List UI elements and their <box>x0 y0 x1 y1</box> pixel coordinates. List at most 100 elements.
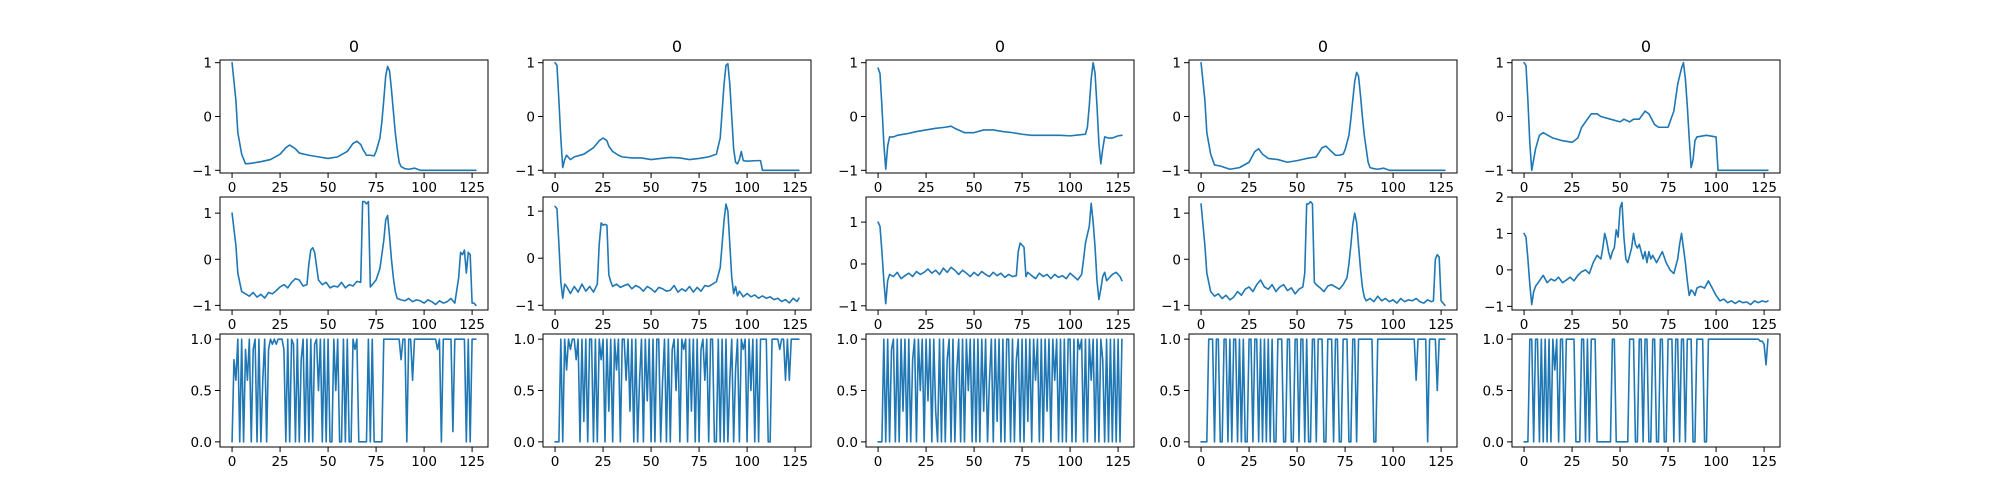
x-tick-label: 75 <box>690 317 707 333</box>
y-tick-label: 0 <box>1172 110 1181 126</box>
subplot-title: 0 <box>1318 37 1328 56</box>
y-tick-label: 1 <box>1495 56 1504 72</box>
y-tick-label: 0.5 <box>191 384 212 400</box>
x-tick-label: 50 <box>1611 454 1628 470</box>
x-tick-label: 125 <box>1428 454 1454 470</box>
x-tick-label: 125 <box>1751 180 1777 196</box>
x-tick-label: 75 <box>1013 317 1030 333</box>
series-line-0 <box>877 61 1123 171</box>
y-tick-label: 0 <box>1172 252 1181 268</box>
x-tick-label: 0 <box>1197 180 1206 196</box>
y-tick-label: 0 <box>203 110 212 126</box>
y-tick-label: 0.5 <box>1483 384 1504 400</box>
x-tick-label: 100 <box>1380 180 1406 196</box>
y-tick-label: 0.0 <box>837 435 858 451</box>
y-tick-label: 1.0 <box>514 332 535 348</box>
subplot-r3-c2: 0 25 50 75 100 125 0.0 0.5 1.0 <box>514 332 812 470</box>
y-tick-label: 0.5 <box>1160 384 1181 400</box>
x-tick-label: 50 <box>642 180 659 196</box>
subplot-r2-c3: 0 25 50 75 100 125 −1 0 1 <box>838 196 1135 333</box>
x-tick-label: 25 <box>594 180 611 196</box>
y-tick-label: −1 <box>1161 163 1181 179</box>
x-tick-label: 25 <box>1563 317 1580 333</box>
y-tick-label: −1 <box>515 298 535 314</box>
x-tick-label: 75 <box>1659 180 1676 196</box>
x-tick-label: 125 <box>782 180 808 196</box>
y-tick-label: 1 <box>526 56 535 72</box>
series-line-0 <box>231 61 477 172</box>
x-tick-label: 25 <box>1240 454 1257 470</box>
axes-frame <box>865 196 1135 311</box>
x-tick-label: 100 <box>411 180 437 196</box>
x-tick-label: 25 <box>1563 454 1580 470</box>
y-tick-label: 0 <box>526 110 535 126</box>
y-tick-label: −1 <box>1484 163 1504 179</box>
y-tick-label: 1 <box>849 215 858 231</box>
x-tick-label: 75 <box>1013 454 1030 470</box>
y-tick-label: 1 <box>1495 226 1504 242</box>
subplot-title: 0 <box>995 37 1005 56</box>
subplot-r1-c2: 0 0 25 50 75 100 125 −1 0 1 <box>515 37 812 196</box>
x-tick-label: 50 <box>319 180 336 196</box>
y-tick-label: 1 <box>849 56 858 72</box>
x-tick-label: 0 <box>1197 454 1206 470</box>
y-tick-label: 0.0 <box>514 435 535 451</box>
y-tick-label: 1.0 <box>1160 332 1181 348</box>
x-tick-label: 125 <box>1105 317 1131 333</box>
x-tick-label: 75 <box>367 180 384 196</box>
series-line-0 <box>1200 61 1446 172</box>
x-tick-label: 50 <box>965 180 982 196</box>
x-tick-label: 25 <box>271 454 288 470</box>
axes-frame <box>219 196 489 311</box>
x-tick-label: 75 <box>367 454 384 470</box>
x-tick-label: 25 <box>917 317 934 333</box>
y-tick-label: 1.0 <box>191 332 212 348</box>
subplot-r3-c5: 0 25 50 75 100 125 0.0 0.5 1.0 <box>1483 332 1781 470</box>
x-tick-label: 0 <box>551 317 560 333</box>
x-tick-label: 25 <box>271 317 288 333</box>
subplot-r3-c1: 0 25 50 75 100 125 0.0 0.5 1.0 <box>191 332 489 470</box>
series-line-0 <box>231 200 477 307</box>
x-tick-label: 125 <box>1751 317 1777 333</box>
series-line-0 <box>1200 200 1446 307</box>
y-tick-label: −1 <box>838 299 858 315</box>
x-tick-label: 25 <box>594 454 611 470</box>
x-tick-label: 50 <box>319 317 336 333</box>
x-tick-label: 0 <box>1520 317 1529 333</box>
y-tick-label: 1 <box>203 206 212 222</box>
subplot-r3-c4: 0 25 50 75 100 125 0.0 0.5 1.0 <box>1160 332 1458 470</box>
subplot-title: 0 <box>672 37 682 56</box>
y-tick-label: 1.0 <box>1483 332 1504 348</box>
x-tick-label: 100 <box>1703 454 1729 470</box>
y-tick-label: 0 <box>1495 263 1504 279</box>
x-tick-label: 50 <box>1288 317 1305 333</box>
x-tick-label: 50 <box>1611 180 1628 196</box>
x-tick-label: 0 <box>551 180 560 196</box>
x-tick-label: 75 <box>367 317 384 333</box>
subplot-r1-c5: 0 0 25 50 75 100 125 −1 0 1 <box>1484 37 1781 196</box>
series-line-0 <box>231 338 477 443</box>
series-line-0 <box>554 203 800 304</box>
x-tick-label: 50 <box>1288 180 1305 196</box>
x-tick-label: 125 <box>459 454 485 470</box>
subplot-title: 0 <box>1641 37 1651 56</box>
y-tick-label: 1 <box>1172 56 1181 72</box>
x-tick-label: 75 <box>1013 180 1030 196</box>
y-tick-label: 0.5 <box>514 384 535 400</box>
x-tick-label: 50 <box>965 317 982 333</box>
subplot-r3-c3: 0 25 50 75 100 125 0.0 0.5 1.0 <box>837 332 1135 470</box>
x-tick-label: 100 <box>734 180 760 196</box>
x-tick-label: 100 <box>411 454 437 470</box>
x-tick-label: 0 <box>874 317 883 333</box>
x-tick-label: 100 <box>411 317 437 333</box>
x-tick-label: 25 <box>1563 180 1580 196</box>
series-line-0 <box>877 202 1123 305</box>
x-tick-label: 50 <box>1611 317 1628 333</box>
subplot-r1-c4: 0 0 25 50 75 100 125 −1 0 1 <box>1161 37 1458 196</box>
y-tick-label: 0 <box>849 257 858 273</box>
x-tick-label: 100 <box>734 454 760 470</box>
subplot-r2-c5: 0 25 50 75 100 125 −1 0 1 2 <box>1484 190 1781 333</box>
x-tick-label: 50 <box>1288 454 1305 470</box>
x-tick-label: 25 <box>917 180 934 196</box>
x-tick-label: 25 <box>594 317 611 333</box>
